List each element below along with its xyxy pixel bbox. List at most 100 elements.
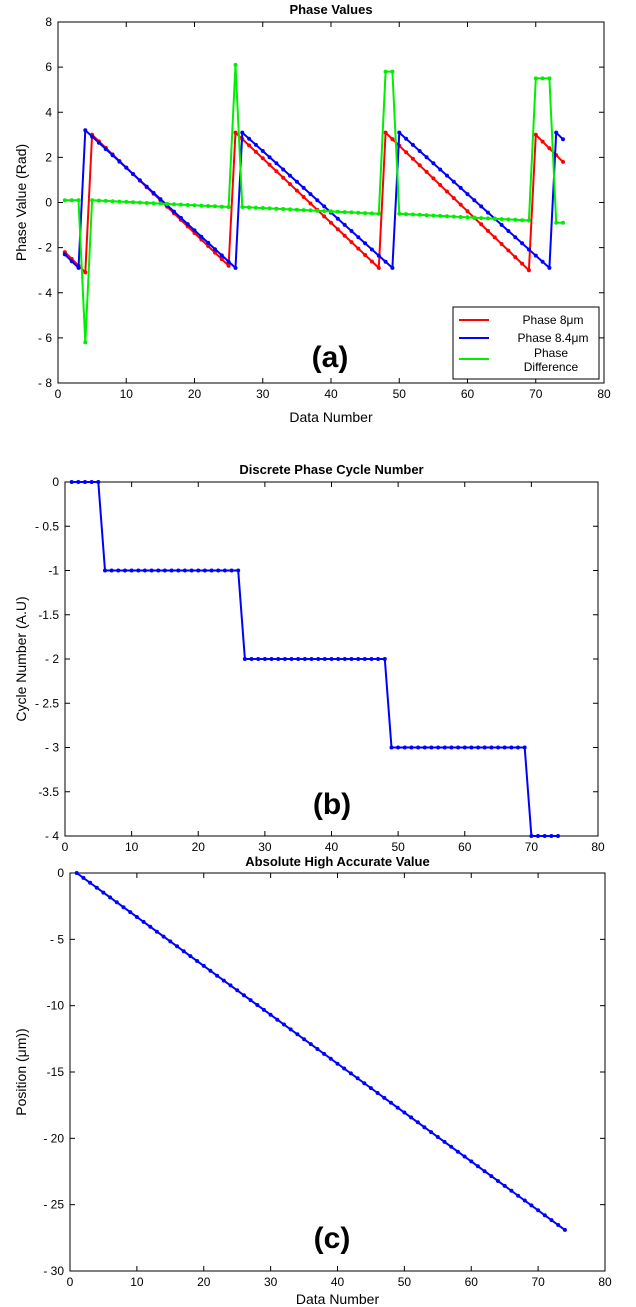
data-point — [348, 1071, 353, 1076]
y-tick-label: 4 — [45, 105, 52, 119]
x-tick-label: 80 — [597, 387, 611, 401]
data-point — [451, 179, 456, 184]
data-point — [124, 199, 129, 204]
data-point — [315, 1047, 320, 1051]
data-point — [94, 885, 99, 890]
x-tick-label: 0 — [62, 840, 69, 854]
data-point — [322, 1051, 327, 1056]
data-point — [116, 568, 121, 573]
data-point — [486, 228, 490, 233]
y-tick-label: -1.5 — [38, 608, 59, 622]
data-point — [328, 1056, 333, 1061]
data-point — [196, 568, 201, 573]
data-point — [221, 978, 226, 983]
y-tick-label: - 2 — [38, 241, 52, 255]
data-point — [281, 167, 286, 172]
panel-annotation: (b) — [313, 788, 351, 821]
data-point — [215, 973, 220, 978]
y-tick-label: 0 — [57, 866, 64, 880]
data-point — [520, 218, 525, 223]
x-axis-label: Data Number — [296, 1291, 380, 1307]
data-point — [451, 196, 456, 201]
data-point — [561, 159, 565, 164]
data-point — [540, 259, 545, 264]
data-point — [422, 1125, 427, 1130]
y-tick-label: - 2 — [45, 652, 59, 666]
data-point — [233, 130, 238, 135]
y-tick-label: - 5 — [50, 932, 64, 946]
data-point — [121, 905, 126, 910]
y-axis-label: Cycle Number (A.U) — [13, 596, 29, 721]
series-2 — [62, 128, 565, 271]
data-point — [256, 657, 261, 661]
data-point — [356, 246, 361, 251]
x-tick-label: 80 — [598, 1275, 612, 1289]
data-point — [267, 155, 272, 160]
data-point — [383, 259, 388, 264]
legend-entry: Phase 8μm — [523, 313, 584, 327]
x-tick-label: 70 — [531, 1275, 545, 1289]
data-point — [144, 184, 149, 189]
y-axis-label: Position (μm)) — [13, 1028, 29, 1115]
x-tick-label: 10 — [125, 840, 139, 854]
data-point — [131, 200, 136, 205]
data-point — [404, 150, 409, 155]
data-point — [417, 212, 422, 217]
data-point — [516, 745, 520, 750]
data-point — [151, 190, 156, 195]
data-point — [482, 745, 487, 750]
data-point — [240, 205, 245, 209]
data-point — [499, 242, 504, 246]
data-point — [442, 1139, 447, 1144]
data-point — [103, 147, 108, 152]
data-point — [229, 568, 234, 573]
data-point — [533, 76, 538, 81]
data-point — [83, 340, 88, 345]
data-point — [502, 745, 507, 750]
data-point — [417, 149, 422, 153]
data-point — [199, 234, 204, 239]
data-point — [195, 959, 200, 963]
data-point — [465, 192, 470, 197]
data-point — [269, 657, 274, 661]
data-point — [69, 480, 74, 484]
legend-entry: Phase Difference — [524, 346, 579, 374]
data-point — [260, 149, 265, 153]
data-point — [547, 265, 552, 270]
data-point — [376, 657, 381, 661]
data-point — [522, 1198, 527, 1203]
data-point — [465, 215, 470, 220]
data-point — [302, 657, 307, 661]
data-point — [182, 568, 187, 573]
data-point — [268, 1012, 273, 1017]
data-point — [253, 149, 258, 154]
data-point — [322, 214, 327, 219]
y-tick-label: - 6 — [38, 331, 52, 345]
data-point — [103, 198, 108, 203]
data-point — [349, 229, 354, 233]
y-tick-label: - 30 — [43, 1264, 64, 1278]
data-point — [260, 206, 265, 210]
data-point — [424, 169, 429, 174]
data-point — [137, 178, 142, 183]
y-axis-label: Phase Value (Rad) — [13, 144, 29, 261]
data-point — [83, 128, 88, 133]
data-point — [178, 202, 183, 207]
data-point — [316, 657, 321, 661]
y-tick-label: 2 — [45, 150, 52, 164]
data-point — [526, 247, 531, 252]
data-point — [315, 198, 320, 203]
data-point — [429, 1130, 434, 1135]
data-point — [247, 143, 252, 148]
data-point — [356, 657, 361, 661]
data-point — [536, 1208, 541, 1213]
x-axis-label: Data Number — [289, 409, 373, 425]
data-point — [206, 240, 211, 245]
data-point — [240, 130, 245, 135]
data-point — [301, 195, 306, 199]
data-point — [76, 198, 81, 203]
x-tick-label: 70 — [525, 840, 539, 854]
data-point — [390, 265, 395, 270]
data-point — [219, 204, 224, 209]
data-point — [556, 834, 560, 838]
